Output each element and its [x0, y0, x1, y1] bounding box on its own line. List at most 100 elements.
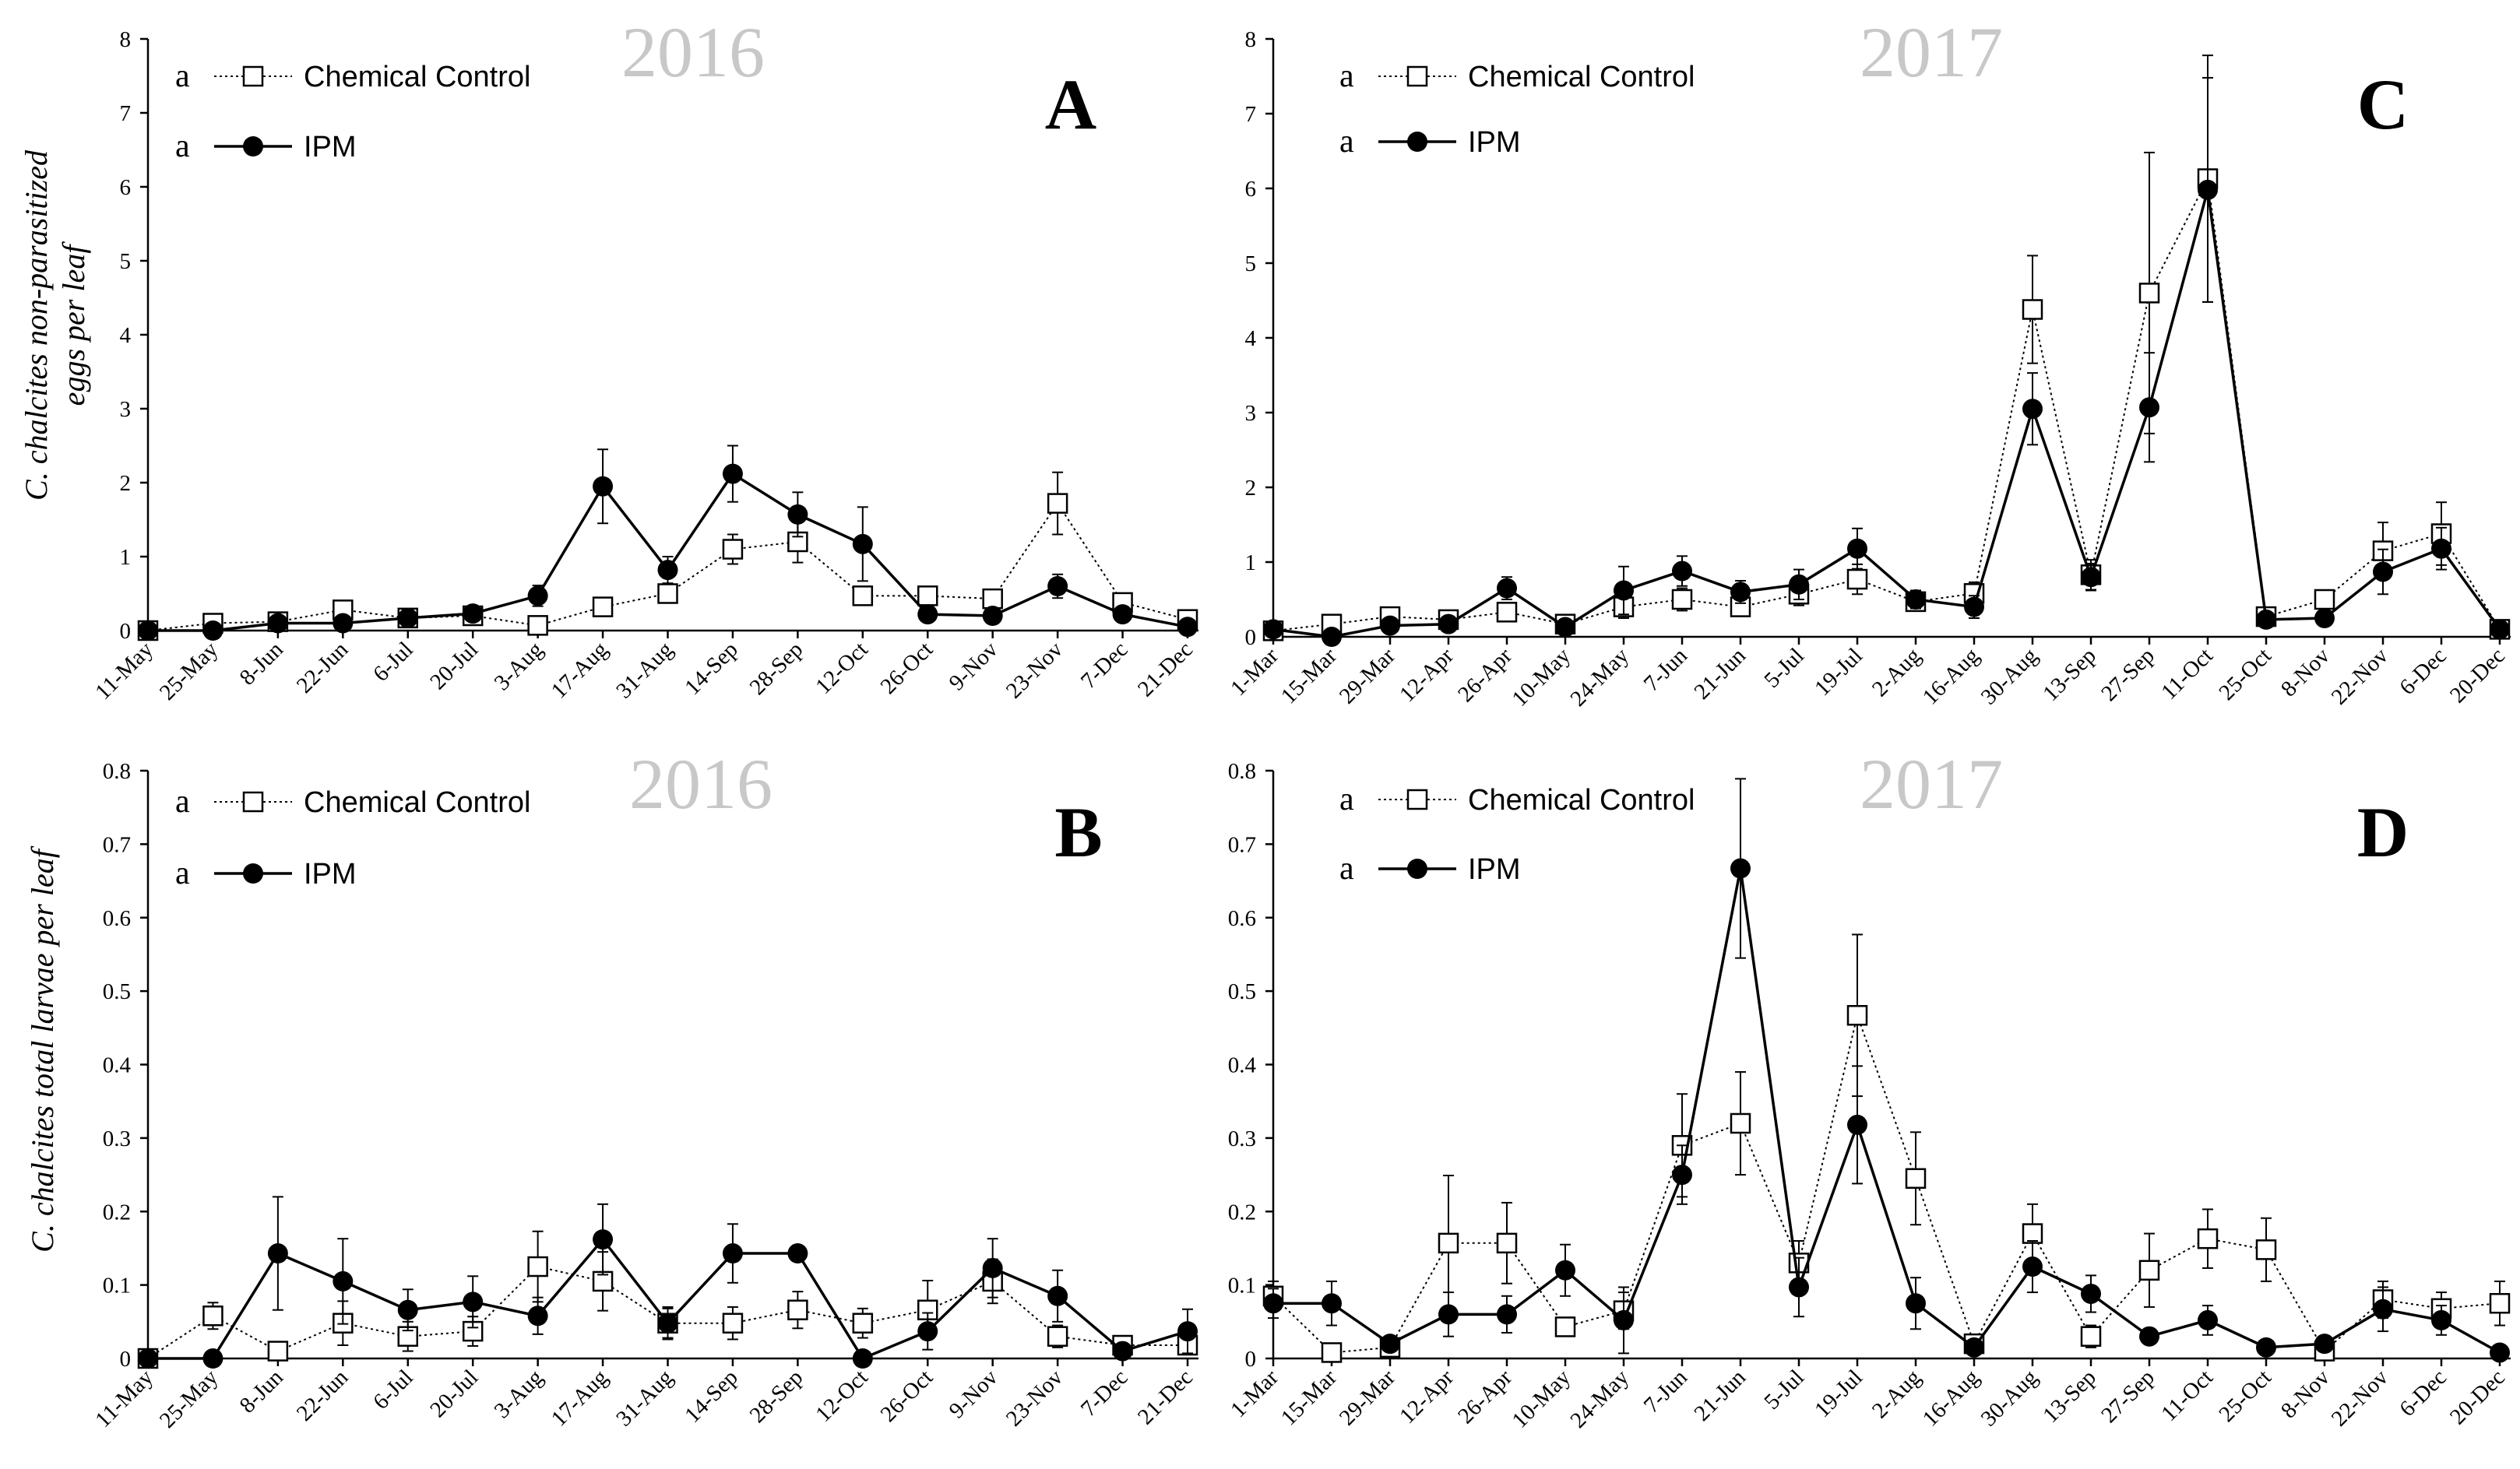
x-tick-label-c: 21-Jun [1689, 643, 1751, 705]
data-point-ipm [1964, 1337, 1984, 1358]
data-point-chemical [982, 588, 1003, 610]
x-tick-label-b: 26-Oct [876, 1365, 938, 1427]
data-point-ipm [1322, 1293, 1342, 1314]
series-line-ipm [1273, 868, 2501, 1355]
y-tick-label-a: 4 [120, 323, 132, 348]
data-point-ipm [2022, 399, 2043, 420]
y-tick-label-c: 3 [1245, 401, 1257, 426]
data-point-ipm [1789, 1277, 1809, 1298]
series-line-ipm [1272, 189, 2501, 638]
series-ipm-a [138, 445, 1198, 641]
legend-marker-ipm [243, 863, 263, 884]
data-point-chemical [1730, 1112, 1751, 1134]
data-point-ipm [138, 1348, 158, 1369]
legend-significance-chemical: a [175, 784, 190, 820]
x-tick-label-a: 3-Aug [490, 637, 548, 695]
legend-significance-chemical: a [175, 58, 190, 94]
data-point-ipm [397, 607, 418, 628]
data-point-chemical [1438, 1232, 1459, 1254]
x-tick-label-d: 2-Aug [1867, 1365, 1926, 1423]
x-tick-label-c: 8-Nov [2276, 643, 2335, 701]
y-tick-label-a: 2 [120, 471, 132, 496]
data-point-chemical [1846, 1005, 1868, 1026]
legend-marker-ipm [1407, 132, 1427, 152]
y-tick-label-b: 0.4 [103, 1053, 132, 1078]
data-point-ipm [787, 1243, 808, 1264]
data-point-chemical [2255, 1239, 2277, 1260]
panel-letter-c: C [2357, 65, 2409, 144]
legend-d: a Chemical Control a IPM [1339, 782, 1695, 887]
data-point-ipm [1964, 596, 1984, 617]
x-tick-label-b: 9-Nov [945, 1365, 1003, 1423]
y-axis-title-top-line2: eggs per leaf [56, 241, 91, 406]
y-tick-label-c: 1 [1245, 550, 1257, 575]
data-point-ipm [202, 1348, 223, 1369]
year-label-d: 2017 [1860, 744, 2003, 824]
data-point-ipm [397, 1299, 418, 1320]
data-point-ipm [1730, 582, 1751, 603]
data-point-ipm [722, 1243, 743, 1264]
legend-marker-ipm [243, 136, 263, 156]
data-point-chemical [1846, 568, 1868, 590]
y-tick-label-b: 0.3 [103, 1126, 131, 1151]
data-point-chemical [917, 585, 938, 606]
x-tick-label-c: 15-Mar [1276, 643, 1342, 708]
data-point-ipm [1047, 576, 1068, 596]
x-tick-label-b: 23-Nov [1001, 1365, 1068, 1432]
data-point-ipm [1112, 604, 1133, 625]
data-point-ipm [2314, 1334, 2335, 1355]
x-tick-label-c: 2-Aug [1867, 643, 1926, 701]
x-tick-label-a: 7-Dec [1076, 637, 1133, 694]
y-tick-label-d: 0.4 [1228, 1053, 1257, 1078]
legend-significance-chemical: a [1339, 782, 1354, 817]
data-point-ipm [1112, 1341, 1133, 1362]
panel-letter-b: B [1054, 792, 1102, 872]
x-tick-label-c: 12-Apr [1395, 643, 1459, 707]
data-point-ipm [917, 604, 938, 625]
legend-label-ipm: IPM [1468, 853, 1521, 886]
data-point-ipm [2256, 1337, 2276, 1358]
x-tick-label-d: 7-Jun [1639, 1365, 1693, 1418]
legend-label-chemical: Chemical Control [304, 786, 530, 819]
data-point-chemical [1905, 1168, 1927, 1190]
data-point-ipm [267, 613, 288, 634]
x-tick-label-d: 8-Nov [2276, 1365, 2335, 1423]
data-point-ipm [1322, 627, 1342, 647]
y-tick-label-c: 4 [1245, 326, 1257, 351]
x-tick-label-a: 31-Aug [611, 637, 678, 703]
legend-label-ipm: IPM [304, 858, 357, 891]
data-point-ipm [1847, 538, 1867, 559]
x-tick-label-a: 9-Nov [945, 637, 1003, 695]
x-tick-label-d: 10-May [1507, 1365, 1575, 1433]
x-tick-label-c: 30-Aug [1976, 643, 2043, 709]
y-tick-label-d: 0.2 [1228, 1200, 1256, 1225]
x-tick-label-a: 12-Oct [811, 637, 873, 699]
x-tick-label-b: 31-Aug [611, 1365, 678, 1431]
y-tick-label-a: 3 [120, 397, 132, 422]
data-point-ipm [463, 1292, 484, 1313]
data-point-ipm [267, 1243, 288, 1264]
data-point-chemical [1047, 1326, 1068, 1347]
x-tick-label-b: 11-May [90, 1365, 158, 1432]
x-tick-label-a: 22-Jun [292, 637, 354, 698]
y-axis-title-bottom: C. chalcites total larvae per leaf [25, 845, 60, 1253]
panel-d: 0 0.1 0.2 0.3 0.4 0.5 0.6 0.7 0.8 1-Mar15-Mar29-M… [1226, 744, 2511, 1433]
y-tick-label-a: 6 [120, 175, 132, 200]
data-point-ipm [593, 476, 614, 497]
data-point-ipm [917, 1321, 938, 1342]
x-tick-label-a: 28-Sep [745, 637, 808, 700]
y-tick-label-b: 0.6 [103, 906, 131, 931]
y-tick-label-b: 0.5 [103, 979, 131, 1004]
series-line-chemical [1272, 1012, 2501, 1354]
series-line-ipm [148, 472, 1188, 632]
data-point-chemical [722, 1313, 744, 1334]
series-ipm-c [1263, 76, 2510, 647]
data-point-ipm [1555, 1260, 1575, 1281]
legend-significance-ipm: a [175, 856, 190, 891]
data-point-ipm [2373, 561, 2393, 582]
y-tick-label-d: 0 [1245, 1347, 1257, 1372]
data-point-chemical [267, 1341, 289, 1362]
series-ipm-d [1263, 778, 2510, 1363]
data-point-chemical [2022, 1223, 2043, 1244]
